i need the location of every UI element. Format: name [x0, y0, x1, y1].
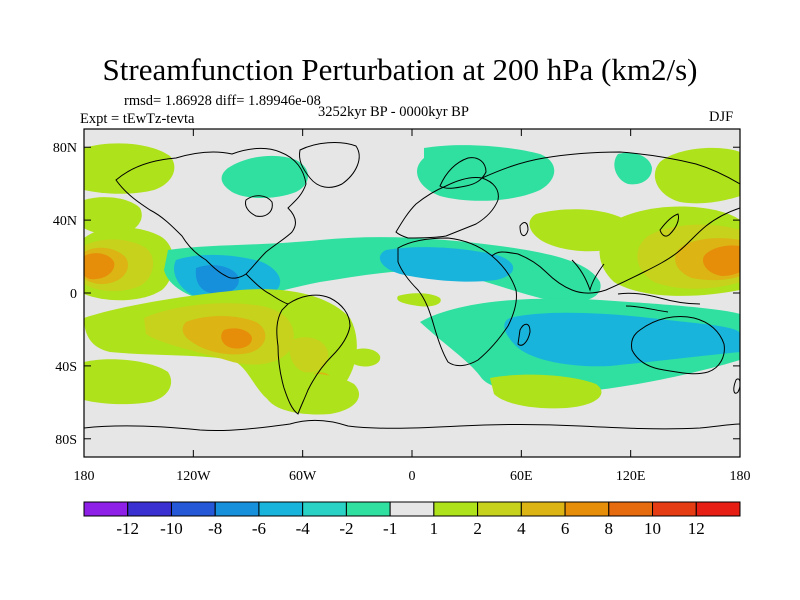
- chart-title: Streamfunction Perturbation at 200 hPa (…: [102, 52, 698, 87]
- colorbar-box-3: [214, 501, 260, 517]
- x-tick-label-2: 60W: [289, 469, 317, 484]
- x-tick-label-6: 180: [730, 469, 751, 484]
- colorbar-box-5: [302, 501, 347, 517]
- colorbar-label-7: 1: [430, 519, 439, 538]
- contour-chukotka-positive: [654, 147, 740, 204]
- contour-south-atlantic-positive: [262, 373, 360, 415]
- contour-field: [84, 143, 740, 415]
- contour-caribbean-level-m4: [195, 265, 239, 294]
- colorbar-label-9: 4: [517, 519, 526, 538]
- colorbar-box-10: [520, 501, 566, 517]
- colorbar-box-12: [608, 501, 654, 517]
- contour-mid-atlantic-positive: [347, 348, 381, 367]
- x-tick-label-4: 60E: [510, 469, 533, 484]
- y-tick-label-3: 40S: [55, 360, 77, 375]
- contour-alaska-positive: [84, 143, 175, 194]
- colorbar-label-12: 10: [644, 519, 661, 538]
- colorbar-label-13: 12: [688, 519, 705, 538]
- colorbar-box-4: [258, 501, 304, 517]
- period-label: 3252kyr BP - 0000kyr BP: [318, 104, 469, 120]
- contour-atlantic-positive: [397, 293, 441, 307]
- contour-east-siberia-negative: [614, 152, 652, 185]
- contour-canada-negative: [221, 155, 308, 198]
- contour-indian-ocean-level-m2: [504, 312, 740, 367]
- coast-japan: [659, 213, 679, 237]
- y-tick-label-0: 80N: [53, 141, 77, 156]
- coast-south-america: [276, 294, 351, 415]
- coast-indonesia: [617, 292, 701, 313]
- x-tick-label-3: 0: [409, 469, 416, 484]
- y-tick-label-2: 0: [70, 287, 77, 302]
- colorbar-box-7: [389, 501, 435, 517]
- colorbar-box-13: [652, 501, 697, 517]
- coast-caspian: [519, 222, 529, 236]
- colorbar-box-6: [345, 501, 391, 517]
- x-tick-label-5: 120E: [616, 469, 646, 484]
- colorbar-box-8: [433, 501, 479, 517]
- y-tick-label-1: 40N: [53, 214, 77, 229]
- contour-npac-east-level-6: [702, 245, 740, 276]
- contour-east-africa-negative: [537, 285, 571, 299]
- colorbar-box-14: [695, 501, 741, 517]
- coast-asia: [481, 151, 740, 294]
- colorbar-box-11: [564, 501, 610, 517]
- coast-australia: [631, 316, 725, 375]
- colorbar-label-10: 6: [561, 519, 570, 538]
- coast-new-zealand: [733, 378, 740, 394]
- coast-scandinavia: [439, 157, 487, 189]
- x-tick-label-1: 120W: [176, 469, 211, 484]
- coastlines: [84, 142, 740, 432]
- coast-antarctica: [84, 419, 740, 432]
- stats-label: rmsd= 1.86928 diff= 1.89946e-08: [124, 93, 321, 109]
- y-tick-label-4: 80S: [55, 433, 77, 448]
- contour-tropical-belt-level-m2b: [379, 247, 514, 282]
- experiment-label: Expt = tEwTz-tevta: [80, 111, 195, 127]
- coast-madagascar: [517, 323, 531, 346]
- colorbar-label-1: -10: [160, 519, 183, 538]
- colorbar-label-11: 8: [605, 519, 614, 538]
- coast-europe: [395, 177, 499, 239]
- coast-central-america: [245, 273, 289, 305]
- colorbar: -12 -10 -8 -6 -4 -2 -1 1 2 4 6 8 10 12: [83, 501, 741, 538]
- colorbar-box-2: [170, 501, 216, 517]
- contour-sam-level-2: [289, 337, 329, 373]
- colorbar-label-4: -4: [296, 519, 311, 538]
- contour-southern-ocean-positive: [84, 359, 172, 405]
- coast-north-america: [115, 147, 307, 279]
- contour-npac-west-level-6: [84, 253, 115, 280]
- x-tick-label-0: 180: [74, 469, 95, 484]
- colorbar-label-6: -1: [383, 519, 397, 538]
- contour-nwpac-positive: [84, 197, 142, 235]
- colorbar-label-0: -12: [116, 519, 139, 538]
- axis-layer: 180 120W 60W 0 60E 120E 180 80N 40N 0 40S 80S: [53, 129, 751, 484]
- coast-india: [571, 259, 605, 292]
- coast-greenland: [299, 142, 360, 188]
- colorbar-box-1: [127, 501, 172, 517]
- contour-central-asia-positive: [529, 209, 632, 252]
- colorbar-box-9: [477, 501, 522, 517]
- season-label: DJF: [709, 109, 734, 125]
- colorbar-label-5: -2: [339, 519, 353, 538]
- coast-hudson-bay: [245, 195, 273, 217]
- contour-spac-level-6: [221, 328, 252, 349]
- colorbar-box-0: [83, 501, 129, 517]
- colorbar-label-8: 2: [473, 519, 482, 538]
- colorbar-label-2: -8: [208, 519, 222, 538]
- colorbar-label-3: -6: [252, 519, 266, 538]
- contour-southern-indian-positive: [490, 374, 602, 409]
- coast-africa: [397, 237, 517, 367]
